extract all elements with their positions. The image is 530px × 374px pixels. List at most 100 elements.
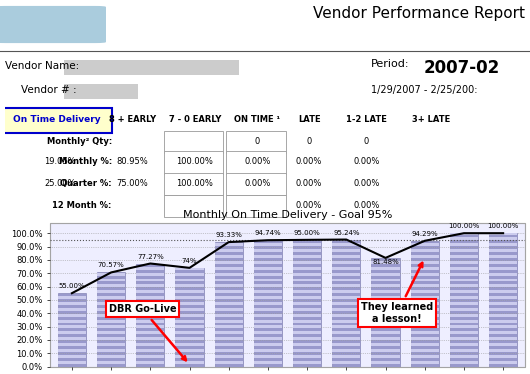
Bar xyxy=(215,290,243,293)
Bar xyxy=(215,242,243,367)
Bar xyxy=(215,337,243,340)
Text: 0: 0 xyxy=(306,137,312,146)
Bar xyxy=(97,320,125,322)
Bar xyxy=(372,267,400,270)
Bar xyxy=(450,296,478,299)
Bar xyxy=(372,302,400,305)
Text: 74%: 74% xyxy=(182,258,197,264)
Bar xyxy=(136,273,164,276)
Bar xyxy=(489,261,517,264)
Bar xyxy=(332,320,360,322)
Text: 0.00%: 0.00% xyxy=(244,157,270,166)
Bar xyxy=(450,261,478,264)
Bar xyxy=(175,290,204,293)
Bar xyxy=(372,349,400,352)
Bar xyxy=(411,255,439,258)
Bar xyxy=(97,279,125,282)
Bar xyxy=(97,284,125,287)
Bar xyxy=(215,273,243,276)
Bar xyxy=(332,239,360,240)
Bar xyxy=(136,337,164,340)
Bar xyxy=(175,349,204,352)
Bar xyxy=(372,343,400,346)
Text: 55.00%: 55.00% xyxy=(59,283,85,289)
Bar xyxy=(254,290,282,293)
Bar xyxy=(489,284,517,287)
Bar xyxy=(489,308,517,311)
Bar xyxy=(254,296,282,299)
Text: 0.00%: 0.00% xyxy=(296,200,322,209)
Bar xyxy=(411,337,439,340)
Bar xyxy=(332,337,360,340)
Bar xyxy=(372,331,400,334)
Bar xyxy=(97,331,125,334)
Bar xyxy=(293,320,321,322)
Bar xyxy=(332,243,360,246)
Bar xyxy=(215,279,243,282)
Bar xyxy=(372,314,400,317)
Bar xyxy=(136,361,164,364)
Bar xyxy=(215,349,243,352)
Bar xyxy=(332,239,360,367)
Bar xyxy=(293,284,321,287)
Bar xyxy=(97,272,125,367)
Bar xyxy=(254,273,282,276)
Bar xyxy=(136,314,164,317)
Bar xyxy=(450,290,478,293)
Text: 95.24%: 95.24% xyxy=(333,230,359,236)
Bar xyxy=(254,240,282,367)
Bar xyxy=(175,320,204,322)
Text: On Time Delivery: On Time Delivery xyxy=(13,115,101,124)
Bar xyxy=(97,273,125,276)
Bar xyxy=(293,255,321,258)
Bar xyxy=(411,361,439,364)
Bar xyxy=(489,361,517,364)
Bar xyxy=(489,255,517,258)
Bar xyxy=(293,325,321,328)
FancyBboxPatch shape xyxy=(3,108,112,133)
Bar xyxy=(489,233,517,367)
Bar xyxy=(450,325,478,328)
Bar xyxy=(254,314,282,317)
Bar xyxy=(254,302,282,305)
Bar xyxy=(136,290,164,293)
Bar xyxy=(293,355,321,358)
Bar xyxy=(136,325,164,328)
Text: 80.95%: 80.95% xyxy=(117,157,148,166)
Bar xyxy=(215,320,243,322)
Bar xyxy=(175,273,204,276)
Bar xyxy=(489,314,517,317)
Bar xyxy=(411,284,439,287)
Text: 100.00%: 100.00% xyxy=(176,157,213,166)
Bar xyxy=(254,349,282,352)
Bar xyxy=(332,290,360,293)
Bar xyxy=(411,308,439,311)
Bar xyxy=(58,331,86,334)
Bar xyxy=(215,314,243,317)
Bar xyxy=(450,273,478,276)
Bar xyxy=(332,361,360,364)
Bar xyxy=(450,284,478,287)
Bar xyxy=(175,268,204,367)
Bar xyxy=(175,343,204,346)
Text: 0.00%: 0.00% xyxy=(296,157,322,166)
Bar xyxy=(136,320,164,322)
Bar xyxy=(97,337,125,340)
Bar xyxy=(175,308,204,311)
Bar xyxy=(372,325,400,328)
Bar xyxy=(58,355,86,358)
Bar xyxy=(372,258,400,367)
Bar xyxy=(450,361,478,364)
Bar xyxy=(489,290,517,293)
Bar xyxy=(411,343,439,346)
Bar xyxy=(489,243,517,246)
Bar xyxy=(372,296,400,299)
Text: 1-2 LATE: 1-2 LATE xyxy=(346,115,387,124)
Text: Vendor Performance Report: Vendor Performance Report xyxy=(313,6,525,21)
Bar xyxy=(332,308,360,311)
Bar xyxy=(332,273,360,276)
Bar xyxy=(136,267,164,270)
Bar xyxy=(332,279,360,282)
Bar xyxy=(411,296,439,299)
Text: LATE: LATE xyxy=(298,115,321,124)
